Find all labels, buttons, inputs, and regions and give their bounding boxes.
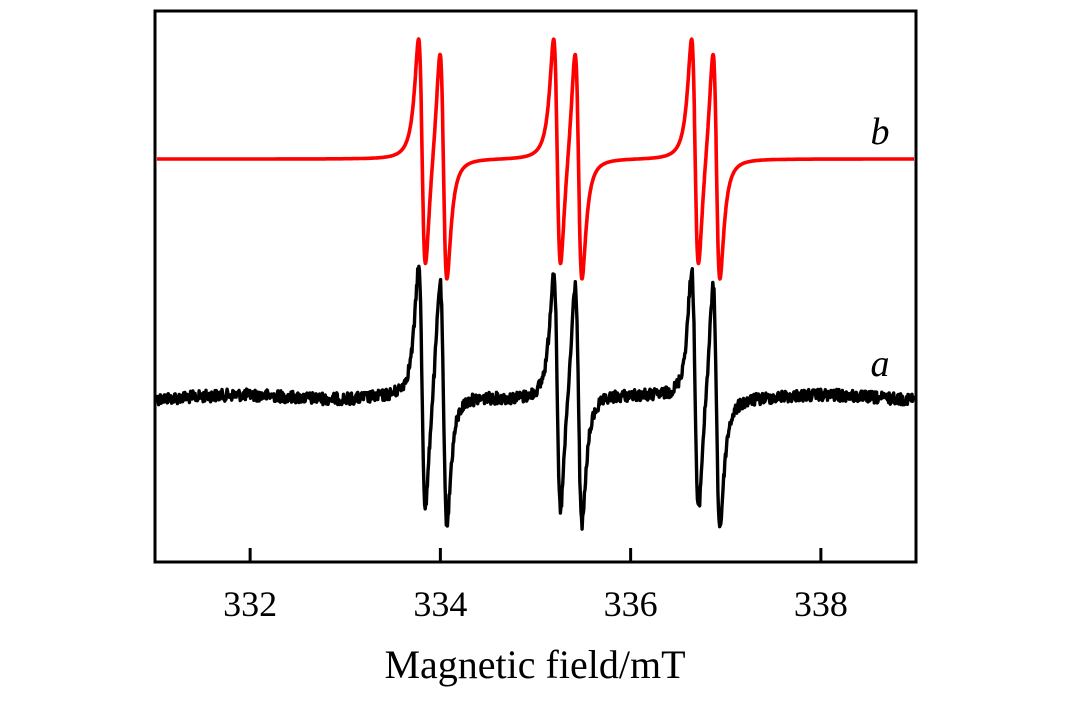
series-label-b: b bbox=[871, 111, 890, 153]
x-axis-title: Magnetic field/mT bbox=[384, 642, 685, 687]
x-tick-label: 334 bbox=[413, 584, 467, 624]
series-line-a bbox=[155, 264, 916, 531]
series-labels: ba bbox=[871, 111, 890, 385]
x-axis-ticks bbox=[248, 548, 823, 562]
x-tick-label: 332 bbox=[223, 584, 277, 624]
x-tick-label: 338 bbox=[794, 584, 848, 624]
plot-frame bbox=[153, 9, 918, 564]
series-label-a: a bbox=[871, 343, 890, 385]
series-line-b bbox=[155, 37, 916, 281]
x-axis-tick-labels: 332 334 336 338 bbox=[223, 584, 848, 624]
spectrum-lines bbox=[155, 37, 916, 531]
x-tick-label: 336 bbox=[604, 584, 658, 624]
